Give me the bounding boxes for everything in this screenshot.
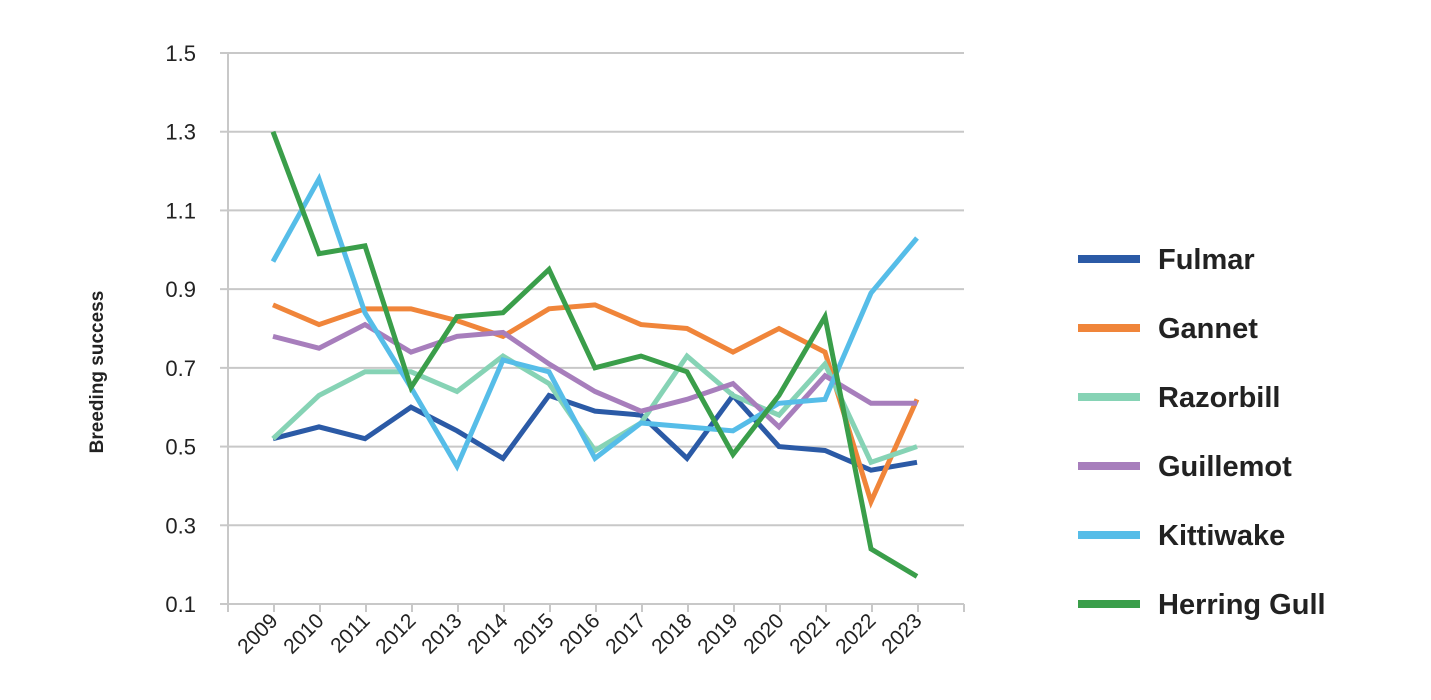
- legend-label: Guillemot: [1158, 451, 1292, 483]
- y-tick-label: 0.1: [165, 592, 196, 617]
- x-tick-label: 2010: [279, 609, 328, 658]
- x-tick-label: 2017: [601, 609, 650, 658]
- legend-label: Razorbill: [1158, 382, 1280, 414]
- x-tick-label: 2020: [739, 609, 788, 658]
- x-tick-label: 2015: [509, 609, 558, 658]
- x-tick-label: 2013: [417, 609, 466, 658]
- series-lines: [270, 130, 920, 579]
- y-tick-label: 1.3: [165, 120, 196, 145]
- series-line-razorbill: [271, 352, 918, 466]
- y-tick-label: 1.1: [165, 198, 196, 223]
- x-tick-label: 2014: [463, 609, 513, 659]
- legend-label: Kittiwake: [1158, 520, 1285, 552]
- legend-label: Fulmar: [1158, 244, 1255, 276]
- y-tick-label: 0.3: [165, 513, 196, 538]
- x-tick-label: 2012: [371, 609, 420, 658]
- x-tick-label: 2022: [831, 609, 880, 658]
- series-line-fulmar: [272, 391, 918, 473]
- series-line-herring-gull: [270, 130, 919, 579]
- x-tick-label: 2009: [233, 609, 282, 658]
- legend-label: Gannet: [1158, 313, 1258, 345]
- legend: Fulmar Gannet Razorbill Guillemot Kittiwake H…: [1078, 244, 1326, 621]
- y-tick-label: 0.9: [165, 277, 196, 302]
- x-tick-label: 2021: [785, 609, 834, 658]
- x-tick-label: 2018: [647, 609, 696, 658]
- series-line-gannet: [272, 302, 920, 509]
- y-axis-label: Breeding success: [87, 291, 108, 454]
- y-tick-label: 0.7: [165, 356, 196, 381]
- series-line-kittiwake: [270, 172, 919, 472]
- y-tick-label: 0.5: [165, 435, 196, 460]
- x-tick-label: 2016: [555, 609, 604, 658]
- legend-label: Herring Gull: [1158, 589, 1326, 621]
- gridlines: [228, 52, 964, 605]
- x-tick-label: 2011: [326, 609, 374, 657]
- x-tick-label: 2019: [693, 609, 742, 658]
- y-tick-label: 1.5: [165, 41, 196, 66]
- x-tick-label: 2023: [877, 609, 926, 658]
